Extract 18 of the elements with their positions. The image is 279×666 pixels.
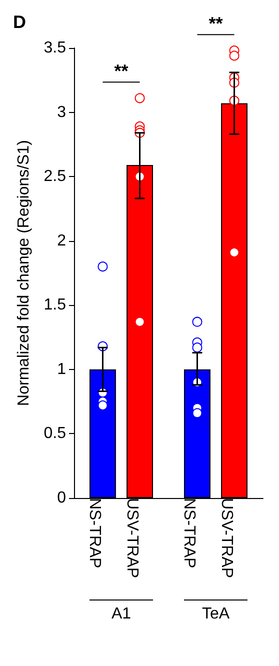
text: NS-TRAP — [180, 498, 198, 568]
chart-title: D — [13, 12, 26, 32]
text: ** — [208, 14, 223, 34]
x-tick-label: A1 — [111, 606, 132, 622]
y-axis-title: Normalized fold change (Regions/S1) — [16, 140, 32, 406]
text: NS-TRAP — [86, 498, 104, 568]
text: USV-TRAP — [218, 498, 235, 578]
y-tick-label: 1 — [57, 360, 66, 378]
y-tick-label: 3 — [57, 104, 66, 121]
annotation: ** — [114, 61, 128, 82]
y-tick-label: 2.5 — [44, 168, 66, 186]
x-tick-label: TeA — [202, 606, 230, 622]
y-tick-label: 0 — [57, 490, 66, 506]
y-tick-label: 0.5 — [44, 425, 66, 442]
y-tick-label: 3.5 — [44, 40, 66, 56]
text: USV-TRAP — [123, 498, 140, 578]
y-tick-label: 2 — [57, 232, 66, 250]
y-tick-label: 1.5 — [44, 296, 66, 314]
